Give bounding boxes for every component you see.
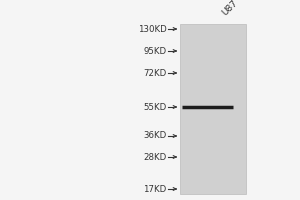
Text: 55KD: 55KD <box>143 102 167 112</box>
Bar <box>180 24 246 194</box>
Text: U87: U87 <box>220 0 240 17</box>
Text: 17KD: 17KD <box>143 184 167 194</box>
Text: 28KD: 28KD <box>143 152 167 162</box>
Text: 95KD: 95KD <box>143 46 167 55</box>
Text: 130KD: 130KD <box>138 24 167 33</box>
Text: 72KD: 72KD <box>143 68 167 77</box>
Text: 36KD: 36KD <box>143 132 167 140</box>
